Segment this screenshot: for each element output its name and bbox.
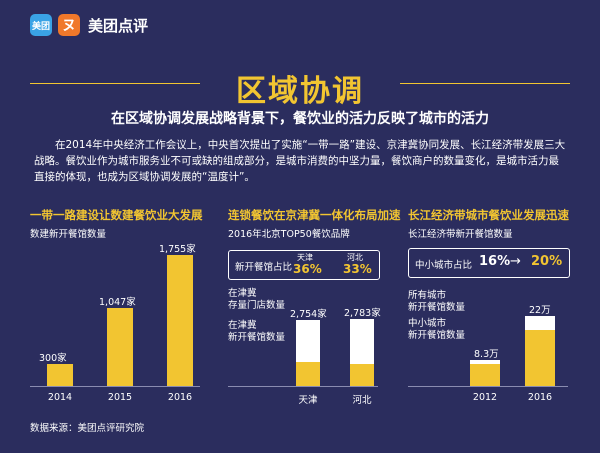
page-title: 区域协调 xyxy=(236,74,364,109)
panel3-subtitle: 长江经济带新开餐馆数量 xyxy=(408,229,513,240)
panel3-bar-all-2016 xyxy=(525,316,555,330)
panel3-x-label: 2016 xyxy=(527,392,553,403)
share-box: 中小城市占比 16% → 20% xyxy=(408,248,570,278)
panel2-bar-new-河北 xyxy=(350,363,374,386)
panel1-x-label: 2015 xyxy=(107,392,133,403)
panel1-x-label: 2014 xyxy=(47,392,73,403)
share-to: 20% xyxy=(531,254,563,269)
legend-all-cities: 所有城市 新开餐馆数量 xyxy=(408,290,466,313)
ratio-box: 新开餐馆占比 天津 36% 河北 33% xyxy=(228,250,380,280)
legend-existing-stores: 在津冀 存量门店数量 xyxy=(228,288,286,311)
legend-new-stores: 在津冀 新开餐馆数量 xyxy=(228,320,286,343)
panel1-bar-2014 xyxy=(47,363,73,386)
panel1-bar-2015 xyxy=(107,308,133,386)
title-divider-left xyxy=(30,83,200,84)
panel1-baseline xyxy=(30,386,200,387)
intro-paragraph: 在2014年中央经济工作会议上，中央首次提出了实施“一带一路”建设、京津冀协同发… xyxy=(34,139,566,183)
panel1-value-label: 300家 xyxy=(39,352,67,364)
ratio-label: 新开餐馆占比 xyxy=(235,262,293,273)
panel3-title: 长江经济带城市餐饮业发展迅速 xyxy=(408,208,569,222)
panel3-x-label: 2012 xyxy=(472,392,498,403)
brand-name: 美团点评 xyxy=(88,16,149,35)
panel1-title: 一带一路建设让数建餐饮业大发展 xyxy=(30,208,203,222)
brand-logo: 美团 ヌ 美团点评 xyxy=(30,14,148,36)
panel-yangtze: 长江经济带城市餐饮业发展迅速 长江经济带新开餐馆数量 xyxy=(408,207,569,240)
ratio-value-tianjin: 36% xyxy=(293,262,322,276)
panel2-bar-existing-天津 xyxy=(296,319,320,363)
panel1-value-label: 1,047家 xyxy=(99,297,136,309)
ratio-value-hebei: 33% xyxy=(343,262,372,276)
panel3-total-label: 8.3万 xyxy=(474,348,499,360)
ratio-city-hebei: 河北 xyxy=(347,253,363,262)
panel1-value-label: 1,755家 xyxy=(159,244,196,256)
panel2-bar-existing-河北 xyxy=(350,319,374,364)
panel2-total-label: 2,754家 xyxy=(290,308,327,320)
panel1-x-label: 2016 xyxy=(167,392,193,403)
dianping-app-icon: ヌ xyxy=(58,14,80,36)
ratio-city-tianjin: 天津 xyxy=(297,253,313,262)
title-divider-right xyxy=(400,83,570,84)
panel2-title: 连锁餐饮在京津冀一体化布局加速 xyxy=(228,208,401,222)
panel-jingjinji: 连锁餐饮在京津冀一体化布局加速 2016年北京TOP50餐饮品牌 xyxy=(228,207,401,240)
data-source: 数据来源：美团点评研究院 xyxy=(30,423,145,434)
legend-small-cities: 中小城市 新开餐馆数量 xyxy=(408,318,466,341)
share-arrow-icon: → xyxy=(510,254,521,269)
panel1-subtitle: 数建新开餐馆数量 xyxy=(30,229,107,240)
panel2-total-label: 2,783家 xyxy=(344,308,381,320)
panel1-bar-2016 xyxy=(167,255,193,386)
page-subtitle: 在区域协调发展战略背景下，餐饮业的活力反映了城市的活力 xyxy=(111,111,489,127)
share-label: 中小城市占比 xyxy=(415,260,473,271)
panel3-bar-small-2012 xyxy=(470,363,500,386)
share-from: 16% xyxy=(479,254,511,269)
meituan-app-icon: 美团 xyxy=(30,14,52,36)
panel2-x-label: 天津 xyxy=(298,395,318,406)
panel3-bar-all-2012 xyxy=(470,359,500,364)
panel2-subtitle: 2016年北京TOP50餐饮品牌 xyxy=(228,229,350,240)
panel2-bar-new-天津 xyxy=(296,362,320,386)
panel2-baseline xyxy=(228,386,378,387)
panel2-x-label: 河北 xyxy=(352,395,372,406)
panel3-bar-small-2016 xyxy=(525,330,555,386)
panel3-total-label: 22万 xyxy=(529,305,551,316)
panel-belt-road: 一带一路建设让数建餐饮业大发展 数建新开餐馆数量 xyxy=(30,207,203,240)
panel3-baseline xyxy=(408,386,568,387)
title-section: 区域协调 xyxy=(0,66,600,109)
